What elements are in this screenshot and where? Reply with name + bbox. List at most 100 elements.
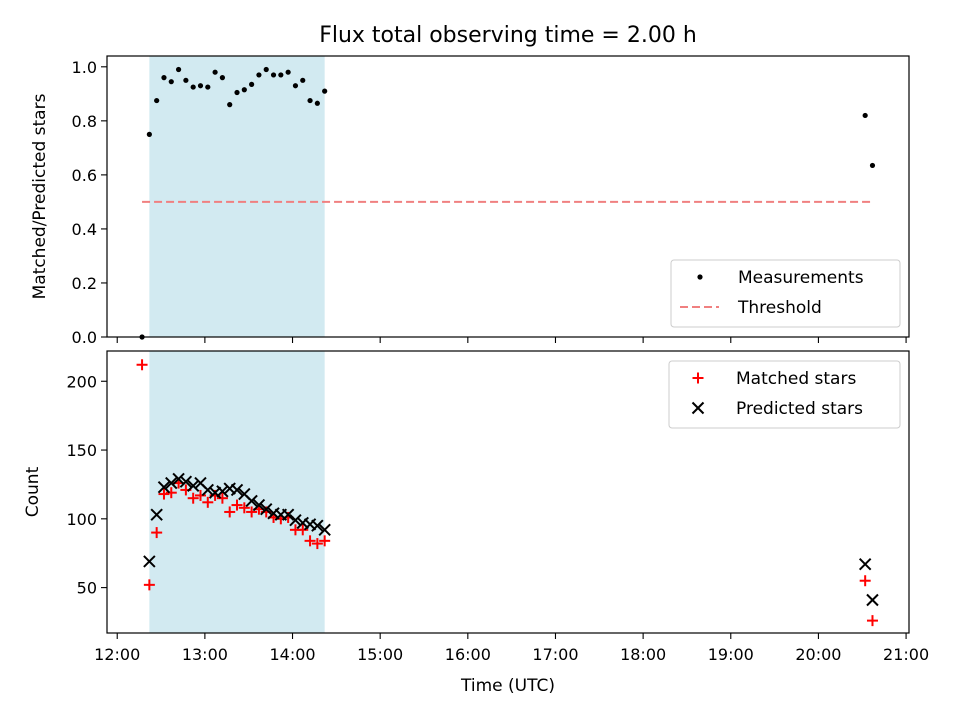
- legend-dot-marker: [697, 274, 703, 280]
- x-stroke-b: [150, 508, 163, 521]
- measurement-point: [227, 102, 233, 108]
- measurement-point: [212, 69, 218, 75]
- x-stroke-b: [172, 472, 185, 486]
- measurement-point: [278, 72, 284, 78]
- y-tick-label: 0.4: [72, 220, 97, 239]
- x-stroke-b: [179, 475, 193, 488]
- top-y-axis: 0.0 0.2 0.4 0.6 0.8 1.0: [72, 58, 107, 347]
- measurement-point: [292, 83, 299, 89]
- matched-star-point: [216, 492, 228, 504]
- predicted-star-point: [157, 480, 171, 494]
- y-tick-label: 150: [66, 441, 97, 460]
- predicted-star-point: [165, 476, 178, 490]
- top-axes-frame: [106, 55, 910, 338]
- y-tick-label: 100: [66, 510, 97, 529]
- matched-star-point: [238, 502, 250, 514]
- predicted-star-point: [172, 472, 185, 486]
- y-tick-label: 0.8: [72, 112, 97, 131]
- shaded-interval: [149, 56, 325, 337]
- matched-star-point: [311, 538, 323, 550]
- legend-label: Threshold: [737, 298, 822, 318]
- x-stroke-b: [186, 479, 200, 493]
- predicted-star-point: [311, 519, 324, 532]
- measurement-point: [154, 97, 160, 104]
- bottom-y-axis: 50 100 150 200: [66, 372, 107, 598]
- matched-star-point: [859, 575, 871, 587]
- bottom-axes-frame: [106, 350, 910, 634]
- bottom-x-axis: 12:00 13:00 14:00 15:00 16:00 17:00 18:00 19:00…: [94, 633, 929, 664]
- legend-box: [670, 259, 901, 328]
- legend-box: [668, 360, 901, 429]
- x-stroke-b: [165, 476, 178, 490]
- x-stroke-b: [289, 513, 302, 527]
- bottom-legend: Matched stars Predicted stars: [668, 360, 901, 429]
- matched-star-point: [866, 615, 878, 627]
- predicted-star-point: [858, 558, 872, 571]
- matched-star-point: [151, 527, 163, 539]
- x-stroke-b: [201, 483, 215, 497]
- matched-star-point: [165, 487, 177, 499]
- x-stroke-b: [157, 480, 171, 494]
- observing-window-shade: [149, 351, 325, 633]
- x-tick-label: 12:00: [94, 645, 140, 664]
- predicted-star-point: [252, 498, 266, 512]
- predicted-star-point: [318, 523, 331, 537]
- bottom-y-axis-label: Count: [23, 466, 43, 517]
- x-tick-label: 20:00: [795, 645, 841, 664]
- matched-star-point: [202, 496, 214, 508]
- predicted-star-point: [866, 593, 879, 607]
- y-tick-label: 1.0: [72, 58, 97, 77]
- x-tick-label: 17:00: [532, 645, 578, 664]
- predicted-star-point: [245, 494, 258, 508]
- measurement-point: [205, 84, 211, 90]
- x-stroke-b: [866, 593, 879, 607]
- legend-x-marker: [691, 401, 705, 415]
- measurement-point: [234, 89, 240, 96]
- x-stroke-b: [260, 502, 273, 516]
- legend-label: Measurements: [738, 268, 864, 288]
- top-panel: 0.0 0.2 0.4 0.6 0.8 1.0 Matched/Predicted sta…: [30, 55, 910, 347]
- predicted-star-point: [186, 479, 200, 493]
- matched-star-point: [158, 488, 170, 500]
- measurement-point: [869, 162, 876, 169]
- matched-star-point: [224, 506, 236, 518]
- measurement-point: [183, 77, 189, 83]
- predicted-star-point: [281, 508, 295, 521]
- predicted-star-point: [289, 513, 302, 527]
- measurement-point: [862, 112, 868, 119]
- predicted-star-point: [143, 555, 156, 568]
- top-legend: Measurements Threshold: [670, 259, 901, 328]
- measurement-point: [307, 97, 313, 104]
- x-tick-label: 13:00: [182, 645, 228, 664]
- y-tick-label: 0.2: [72, 274, 97, 293]
- measurement-point: [146, 131, 152, 137]
- top-plot-marks: [139, 66, 876, 340]
- x-stroke-b: [311, 519, 324, 532]
- legend-label: Predicted stars: [736, 399, 863, 419]
- y-tick-label: 0.6: [72, 166, 97, 185]
- y-tick-label: 50: [77, 579, 97, 598]
- x-stroke-b: [143, 555, 156, 568]
- x-stroke-b: [230, 483, 244, 497]
- matched-star-point: [231, 499, 243, 511]
- measurement-point: [300, 77, 306, 83]
- x-stroke-b: [238, 487, 251, 501]
- x-stroke-b: [252, 498, 266, 512]
- legend-label: Matched stars: [736, 369, 856, 389]
- x-tick-label: 19:00: [708, 645, 754, 664]
- predicted-star-point: [216, 485, 229, 498]
- matched-star-point: [136, 359, 148, 371]
- observing-window-shade: [149, 56, 325, 337]
- x-tick-label: 21:00: [883, 645, 929, 664]
- x-tick-label: 18:00: [620, 645, 666, 664]
- measurement-point: [249, 81, 255, 87]
- x-stroke-b: [216, 485, 229, 498]
- legend-plus-marker: [692, 372, 704, 384]
- measurement-point: [322, 88, 328, 94]
- predicted-star-point: [230, 483, 244, 497]
- x-tick-label: 14:00: [269, 645, 315, 664]
- measurement-point: [241, 87, 247, 93]
- measurement-point: [190, 84, 196, 90]
- bottom-panel: 50 100 150 200 12:00 13:00 14:00 15:00 16:00 17:…: [23, 350, 929, 696]
